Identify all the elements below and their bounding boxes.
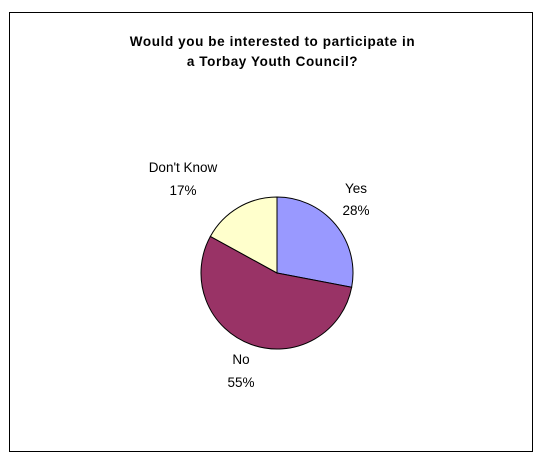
category-label: Yes [345, 181, 367, 196]
percent-label: 28% [342, 203, 369, 218]
pie-slices [200, 196, 354, 350]
pie-slice-no [200, 235, 353, 350]
percent-label: 17% [169, 183, 196, 198]
pie-slice-don-t-know [209, 196, 278, 274]
chart-title: Would you be interested to participate i… [129, 34, 416, 69]
percent-label: 55% [227, 375, 254, 390]
pie-labels: Yes 28% No 55% Don't Know 17% [149, 160, 370, 390]
category-label: Don't Know [149, 160, 218, 175]
pie-slice-yes [276, 196, 354, 288]
category-label: No [232, 352, 249, 367]
